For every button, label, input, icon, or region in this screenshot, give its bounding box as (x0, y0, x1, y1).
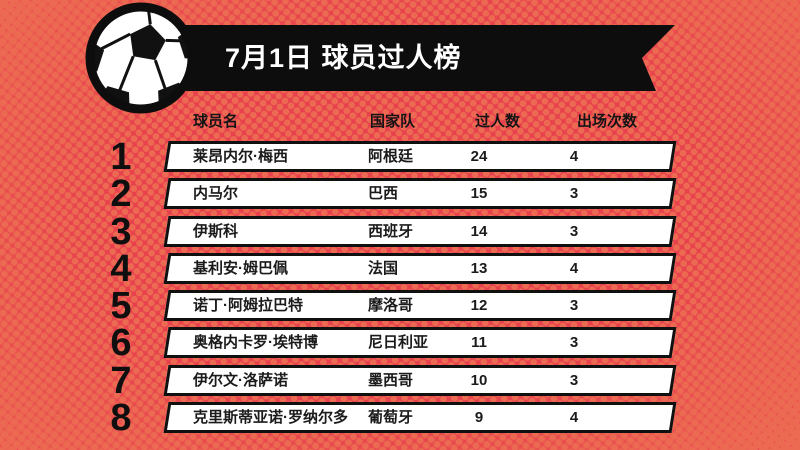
rank-number: 8 (110, 397, 132, 439)
player-name: 莱昂内尔·梅西 (193, 148, 288, 165)
country-name: 摩洛哥 (368, 297, 414, 314)
appearance-count: 3 (569, 185, 579, 202)
table-row: 内马尔 巴西 15 3 (163, 178, 677, 209)
country-name: 葡萄牙 (368, 409, 414, 426)
soccer-ball-icon (85, 2, 197, 114)
title-banner: 7月1日 球员过人榜 (139, 25, 675, 91)
table-row: 莱昂内尔·梅西 阿根廷 24 4 (163, 141, 677, 172)
appearance-count: 3 (569, 334, 579, 351)
rank-number: 4 (110, 248, 132, 290)
column-header-dribbles: 过人数 (475, 113, 521, 130)
appearance-count: 4 (569, 260, 579, 277)
table-row: 基利安·姆巴佩 法国 13 4 (163, 253, 677, 284)
dribble-count: 12 (470, 297, 488, 314)
country-name: 巴西 (368, 185, 399, 202)
table-row: 诺丁·阿姆拉巴特 摩洛哥 12 3 (163, 290, 677, 321)
appearance-count: 3 (569, 372, 579, 389)
column-header-appearances: 出场次数 (577, 113, 638, 130)
country-name: 西班牙 (368, 223, 414, 240)
country-name: 墨西哥 (368, 372, 414, 389)
table-row: 奥格内卡罗·埃特博 尼日利亚 11 3 (163, 327, 677, 358)
page-title: 7月1日 球员过人榜 (225, 43, 462, 73)
dribble-count: 14 (470, 223, 488, 240)
rank-number: 5 (110, 285, 132, 327)
country-name: 法国 (368, 260, 399, 277)
dribble-count: 24 (470, 148, 488, 165)
table-row: 伊斯科 西班牙 14 3 (163, 216, 677, 247)
appearance-count: 4 (569, 409, 579, 426)
dribble-count: 11 (471, 334, 487, 351)
dribble-count: 15 (470, 185, 488, 202)
rank-number: 7 (110, 360, 132, 402)
table-row: 克里斯蒂亚诺·罗纳尔多 葡萄牙 9 4 (163, 402, 677, 433)
rank-number: 3 (110, 211, 132, 253)
player-name: 诺丁·阿姆拉巴特 (193, 297, 303, 314)
appearance-count: 3 (569, 223, 579, 240)
country-name: 阿根廷 (368, 148, 414, 165)
player-name: 内马尔 (193, 185, 239, 202)
country-name: 尼日利亚 (368, 334, 429, 351)
player-name: 伊尔文·洛萨诺 (193, 372, 288, 389)
player-name: 基利安·姆巴佩 (193, 260, 288, 277)
rank-number: 6 (110, 322, 132, 364)
rank-number: 2 (110, 173, 132, 215)
player-name: 伊斯科 (193, 223, 239, 240)
dribble-count: 13 (470, 260, 488, 277)
player-name: 克里斯蒂亚诺·罗纳尔多 (193, 409, 348, 426)
appearance-count: 4 (569, 148, 579, 165)
appearance-count: 3 (569, 297, 579, 314)
column-header-country: 国家队 (370, 113, 416, 130)
dribble-count: 9 (474, 409, 484, 426)
table-row: 伊尔文·洛萨诺 墨西哥 10 3 (163, 365, 677, 396)
player-name: 奥格内卡罗·埃特博 (193, 334, 318, 351)
column-header-player: 球员名 (193, 113, 239, 130)
rank-number: 1 (110, 136, 132, 178)
dribble-count: 10 (470, 372, 488, 389)
